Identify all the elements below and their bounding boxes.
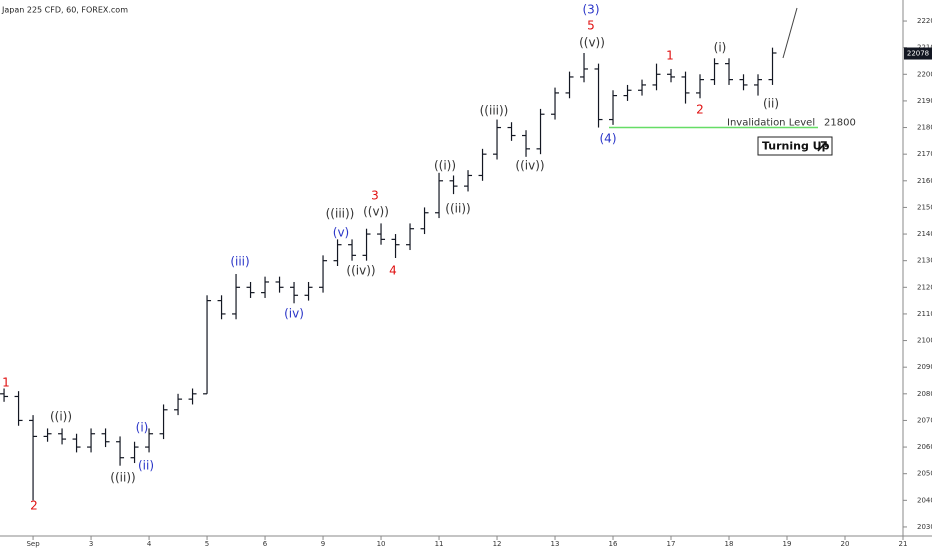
invalidation-value: 21800 [824, 118, 856, 129]
x-tick-label: 11 [435, 540, 444, 548]
x-tick-label: 6 [263, 540, 268, 548]
wave-label: ((i)) [50, 410, 72, 424]
y-tick-label: 20500 [917, 470, 932, 478]
x-tick-label: 12 [493, 540, 502, 548]
y-tick-label: 21100 [917, 310, 932, 318]
callout-box [757, 136, 833, 156]
callout-text: Turning Up [762, 140, 830, 153]
last-price-label: 22078 [907, 50, 929, 58]
x-tick-label: Sep [26, 540, 40, 548]
wave-label: 2 [30, 499, 38, 513]
x-tick-label: 17 [667, 540, 676, 548]
x-tick-label: 5 [205, 540, 209, 548]
wave-label: ((i)) [434, 159, 456, 173]
y-tick-label: 20900 [917, 363, 932, 371]
wave-label: ((iv)) [346, 264, 375, 278]
y-tick-label: 21900 [917, 97, 932, 105]
x-tick-label: 3 [89, 540, 93, 548]
callout-arrow [817, 141, 827, 152]
y-tick-label: 22000 [917, 70, 932, 78]
x-tick-label: 20 [841, 540, 850, 548]
x-tick-label: 21 [899, 540, 908, 548]
wave-label: ((ii)) [110, 471, 135, 485]
wave-label: (i) [714, 41, 727, 55]
wave-label: 3 [371, 189, 379, 203]
y-tick-label: 21400 [917, 230, 932, 238]
wave-label: ((ii)) [445, 202, 470, 216]
y-tick-label: 21600 [917, 177, 932, 185]
x-tick-label: 9 [321, 540, 325, 548]
y-tick-label: 22200 [917, 17, 932, 25]
wave-label: (iv) [284, 307, 304, 321]
wave-label: 1 [2, 376, 10, 390]
wave-label: 4 [389, 264, 397, 278]
y-tick-label: 21500 [917, 203, 932, 211]
wave-label: ((v)) [579, 36, 605, 50]
wave-label: (3) [583, 3, 600, 17]
wave-label: ((iii)) [480, 104, 509, 118]
wave-label: 1 [666, 49, 674, 63]
wave-label: (ii) [138, 459, 154, 473]
x-tick-label: 18 [725, 540, 734, 548]
invalidation-label: Invalidation Level [727, 118, 815, 129]
wave-label: (i) [136, 421, 149, 435]
wave-label: 5 [587, 19, 595, 33]
y-tick-label: 21300 [917, 257, 932, 265]
chart-title: Japan 225 CFD, 60, FOREX.com [1, 6, 128, 15]
x-tick-label: 19 [783, 540, 792, 548]
wave-label: (iii) [230, 255, 249, 269]
wave-label: 2 [696, 103, 704, 117]
y-tick-label: 20600 [917, 443, 932, 451]
wave-label: ((iii)) [326, 207, 355, 221]
y-tick-label: 21800 [917, 124, 932, 132]
wave-label: (4) [600, 132, 617, 146]
wave-label: (v) [333, 226, 349, 240]
y-tick-label: 20400 [917, 496, 932, 504]
x-tick-label: 10 [377, 540, 386, 548]
y-tick-label: 20800 [917, 390, 932, 398]
y-tick-label: 21700 [917, 150, 932, 158]
x-tick-label: 4 [147, 540, 152, 548]
wave-label: ((iv)) [515, 159, 544, 173]
y-tick-label: 21200 [917, 283, 932, 291]
y-tick-label: 20300 [917, 523, 932, 531]
projection-line [782, 7, 798, 59]
x-tick-label: 13 [551, 540, 560, 548]
last-price-box [904, 47, 932, 60]
y-tick-label: 21000 [917, 337, 932, 345]
y-tick-label: 20700 [917, 416, 932, 424]
wave-label: ((v)) [363, 205, 389, 219]
x-tick-label: 16 [609, 540, 618, 548]
wave-label: (ii) [763, 97, 779, 111]
